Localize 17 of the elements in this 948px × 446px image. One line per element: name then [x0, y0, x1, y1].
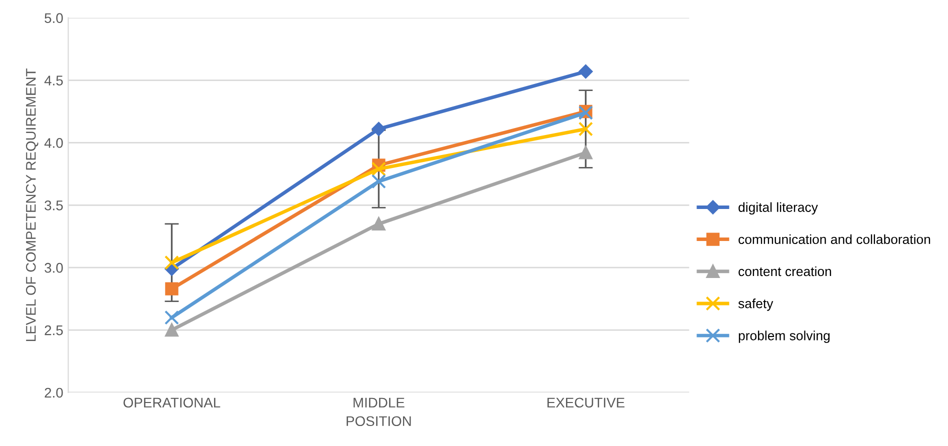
legend-label: digital literacy [738, 202, 818, 215]
y-axis-title: LEVEL OF COMPETENCY REQUIREMENT [26, 68, 38, 342]
x-tick-label: OPERATIONAL [124, 398, 220, 408]
y-tick-label: 2.0 [44, 388, 63, 398]
legend-label: communication and collaboration [738, 234, 930, 244]
y-tick-label: 3.5 [44, 200, 63, 210]
y-tick-label: 4.5 [44, 76, 63, 86]
x-tick-label: MIDDLE [354, 398, 404, 408]
legend-label: problem solving [738, 330, 830, 343]
y-tick-label: 4.0 [44, 138, 63, 148]
x-tick-label: EXECUTIVE [547, 398, 624, 408]
legend-label: safety [738, 298, 774, 311]
y-tick-label: 2.5 [44, 325, 63, 336]
y-tick-label: 5.0 [44, 13, 63, 24]
legend-label: content creation [738, 266, 832, 276]
y-tick-label: 3.0 [44, 262, 63, 273]
x-axis-title: POSITION [346, 416, 411, 426]
